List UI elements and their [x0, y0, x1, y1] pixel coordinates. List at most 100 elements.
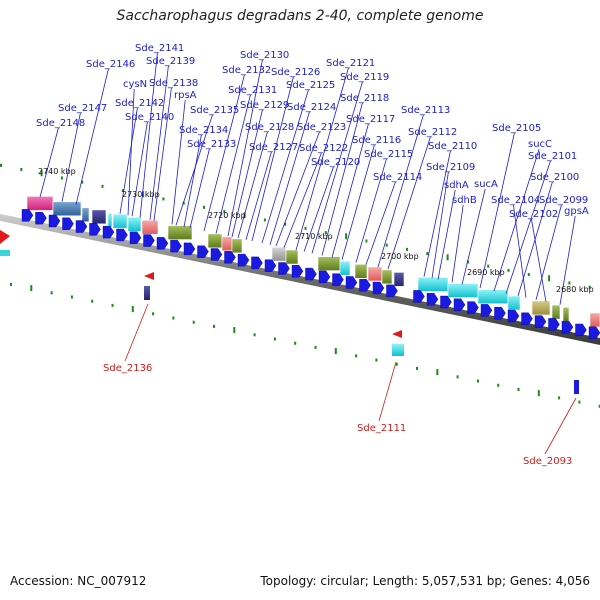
forward-gene-arrow — [291, 265, 304, 278]
feature-box — [317, 256, 341, 271]
reverse-gene-arrow — [144, 272, 154, 280]
gene-label[interactable]: Sde_2112 — [408, 127, 457, 138]
leader-line — [451, 204, 464, 283]
outer-tick — [20, 168, 23, 172]
gene-label[interactable]: Sde_2119 — [340, 72, 389, 83]
leader-line — [131, 121, 148, 217]
reverse-gene-label[interactable]: Sde_2136 — [103, 363, 152, 374]
gene-label[interactable]: Sde_2125 — [286, 80, 335, 91]
accession-label: Accession: NC_007912 — [10, 574, 147, 588]
leader-line — [461, 188, 486, 285]
forward-gene-arrow — [129, 231, 142, 244]
gene-label[interactable]: sdhA — [444, 180, 469, 191]
gene-label[interactable]: Sde_2135 — [190, 105, 239, 116]
feature-box — [381, 269, 393, 285]
outer-tick — [223, 210, 226, 214]
gene-label[interactable]: Sde_2114 — [373, 172, 422, 183]
gene-label[interactable]: Sde_2122 — [299, 143, 348, 154]
outer-tick — [304, 226, 307, 230]
feature-box — [52, 201, 82, 217]
leader-line — [261, 89, 309, 244]
gene-label[interactable]: sdhB — [452, 195, 477, 206]
gene-label[interactable]: cysN — [123, 79, 147, 90]
inner-tick — [456, 375, 459, 379]
gene-label[interactable]: Sde_2099 — [539, 195, 588, 206]
gene-label[interactable]: Sde_2118 — [340, 93, 389, 104]
gene-label[interactable]: Sde_2100 — [530, 172, 579, 183]
forward-gene-arrow — [332, 273, 344, 286]
leader-line — [303, 166, 334, 252]
leader-line — [227, 59, 263, 237]
gene-leader-lines — [39, 52, 576, 305]
gene-label[interactable]: Sde_2117 — [346, 114, 395, 125]
gene-label[interactable]: Sde_2124 — [287, 102, 336, 113]
gene-label[interactable]: Sde_2138 — [149, 78, 198, 89]
inner-tick — [70, 295, 73, 299]
gene-label[interactable]: Sde_2146 — [86, 59, 135, 70]
leader-line — [559, 215, 576, 305]
leader-line — [119, 107, 138, 214]
reverse-leader-line — [378, 361, 397, 422]
gene-label[interactable]: Sde_2120 — [311, 157, 360, 168]
gene-label[interactable]: Sde_2127 — [249, 142, 298, 153]
gene-label[interactable]: Sde_2123 — [297, 122, 346, 133]
gene-label[interactable]: Sde_2101 — [528, 151, 577, 162]
gene-label[interactable]: Sde_2126 — [271, 67, 320, 78]
forward-gene-arrow — [588, 326, 600, 339]
gene-label[interactable]: Sde_2128 — [245, 122, 294, 133]
gene-label[interactable]: Sde_2140 — [125, 112, 174, 123]
feature-box — [367, 266, 383, 282]
inner-tick — [10, 282, 12, 286]
gene-label[interactable]: Sde_2133 — [187, 139, 236, 150]
forward-gene-arrow — [480, 304, 493, 317]
leader-line — [215, 94, 251, 234]
gene-label[interactable]: Sde_2148 — [36, 118, 85, 129]
outer-tick — [121, 189, 124, 193]
reverse-gene-label[interactable]: Sde_2111 — [357, 423, 406, 434]
gene-label[interactable]: sucC — [528, 139, 552, 150]
leader-line — [493, 148, 540, 292]
gene-label[interactable]: Sde_2102 — [509, 209, 558, 220]
gene-label[interactable]: Sde_2121 — [326, 58, 375, 69]
gene-label[interactable]: Sde_2115 — [364, 149, 413, 160]
reverse-gene-label[interactable]: Sde_2093 — [523, 456, 572, 467]
gene-label[interactable]: Sde_2141 — [135, 43, 184, 54]
forward-gene-arrow — [48, 214, 61, 228]
gene-label[interactable]: Sde_2147 — [58, 103, 107, 114]
feature-box — [339, 260, 351, 276]
kbp-label: 2710 kbp — [295, 232, 333, 241]
reverse-feature-box — [392, 344, 404, 356]
inner-tick — [233, 327, 236, 334]
gene-label[interactable]: Sde_2109 — [426, 162, 475, 173]
gene-label[interactable]: Sde_2104 — [491, 195, 540, 206]
gene-label[interactable]: Sde_2129 — [240, 100, 289, 111]
gene-label[interactable]: gpsA — [564, 206, 589, 217]
gene-label[interactable]: Sde_2142 — [115, 98, 164, 109]
gene-label[interactable]: Sde_2116 — [352, 135, 401, 146]
forward-gene-arrow — [62, 217, 74, 230]
gene-label[interactable]: Sde_2113 — [401, 105, 450, 116]
gene-label[interactable]: sucA — [474, 179, 498, 190]
forward-gene-arrow — [534, 315, 547, 328]
forward-gene-arrow — [156, 237, 169, 250]
forward-gene-arrow — [386, 284, 398, 298]
gene-label[interactable]: Sde_2130 — [240, 50, 289, 61]
forward-gene-arrow — [359, 279, 371, 292]
gene-label[interactable]: Sde_2105 — [492, 123, 541, 134]
gene-label[interactable]: rpsA — [174, 90, 197, 101]
feature-box — [81, 207, 90, 223]
inner-tick — [558, 396, 561, 400]
feature-box — [221, 236, 233, 252]
inner-tick-row — [10, 282, 600, 408]
gene-label[interactable]: Sde_2139 — [146, 56, 195, 67]
feature-box — [393, 272, 405, 287]
gene-label[interactable]: Sde_2134 — [179, 125, 228, 136]
gene-label[interactable]: Sde_2132 — [222, 65, 271, 76]
leader-line — [535, 204, 562, 300]
inner-tick — [375, 358, 378, 362]
forward-gene-arrow — [467, 301, 479, 314]
gene-label[interactable]: Sde_2131 — [228, 85, 277, 96]
gene-label[interactable]: Sde_2110 — [428, 141, 477, 152]
leader-line — [431, 171, 449, 279]
